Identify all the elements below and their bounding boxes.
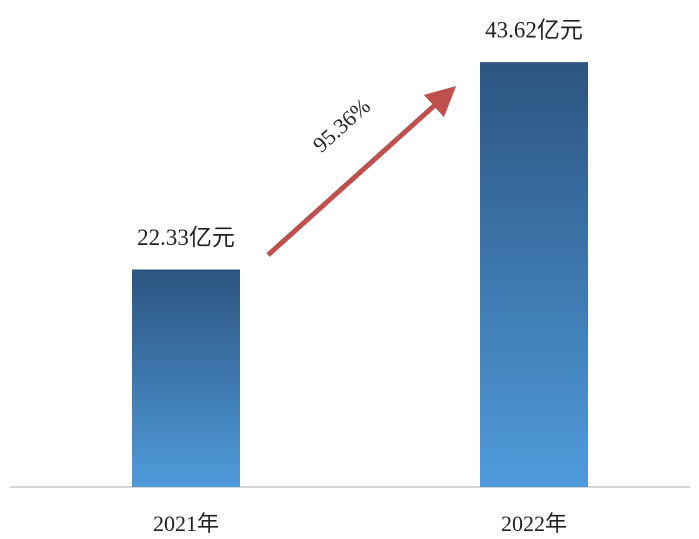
bar: [480, 62, 588, 487]
growth-arrow: [266, 85, 457, 257]
bar: [132, 269, 240, 487]
x-tick-label: 2021年: [153, 511, 219, 536]
growth-annotation: 95.36%: [308, 93, 375, 157]
value-label: 43.62亿元: [485, 17, 583, 42]
value-label: 22.33亿元: [137, 225, 235, 250]
x-tick-label: 2022年: [501, 511, 567, 536]
